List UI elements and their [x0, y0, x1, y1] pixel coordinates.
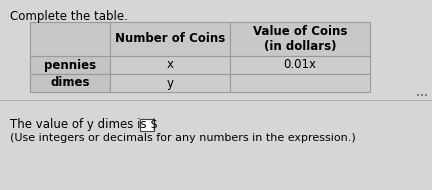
- Bar: [30, 22, 110, 56]
- Bar: [140, 119, 154, 131]
- Text: (Use integers or decimals for any numbers in the expression.): (Use integers or decimals for any number…: [10, 133, 356, 143]
- Bar: [230, 22, 370, 56]
- Text: pennies: pennies: [44, 59, 96, 71]
- Bar: [110, 56, 230, 74]
- Text: Value of Coins
(in dollars): Value of Coins (in dollars): [253, 25, 347, 53]
- Text: The value of y dimes is $: The value of y dimes is $: [10, 118, 158, 131]
- Bar: [230, 74, 370, 92]
- Text: dimes: dimes: [50, 77, 90, 89]
- Text: 0.01x: 0.01x: [283, 59, 317, 71]
- Text: y: y: [166, 77, 174, 89]
- Bar: [30, 56, 110, 74]
- Bar: [110, 22, 230, 56]
- Bar: [110, 74, 230, 92]
- Text: x: x: [166, 59, 174, 71]
- Text: Number of Coins: Number of Coins: [115, 32, 225, 45]
- Bar: [230, 56, 370, 74]
- Text: •••: •••: [416, 93, 428, 99]
- Text: Complete the table.: Complete the table.: [10, 10, 128, 23]
- Bar: [30, 74, 110, 92]
